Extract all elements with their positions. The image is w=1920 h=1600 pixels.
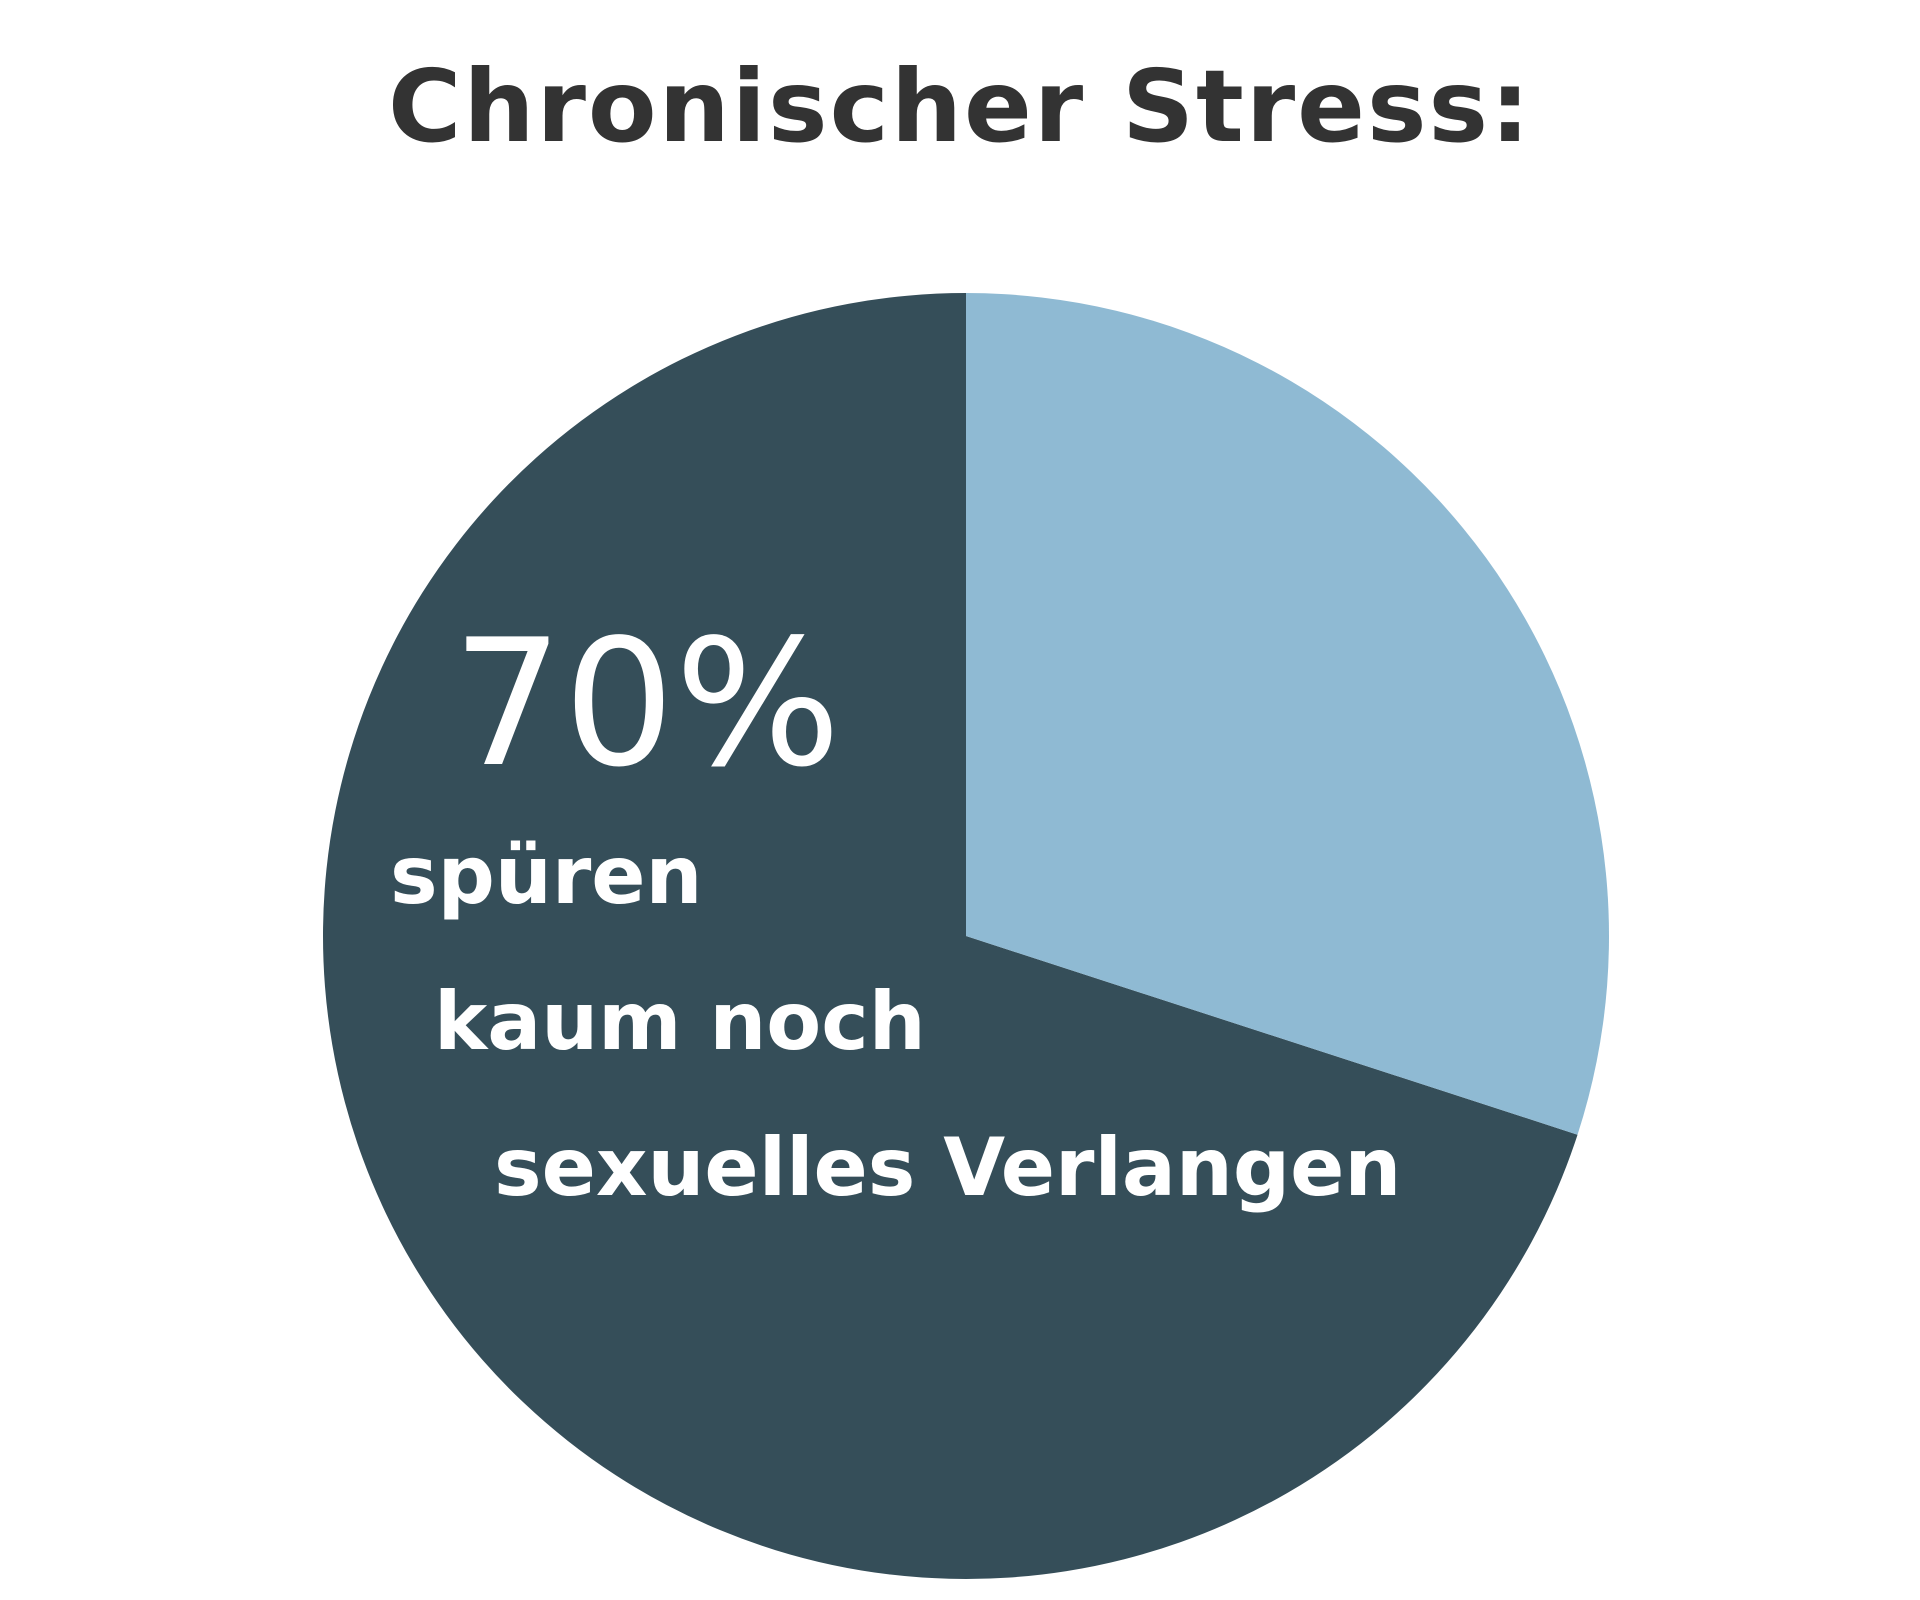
- pie-slice-1: [323, 293, 1578, 1579]
- slice-label-line-1: spüren: [390, 829, 703, 922]
- slice-value-label: 70%: [452, 603, 841, 806]
- slice-label-line-2: kaum noch: [434, 975, 926, 1068]
- pie-slice-2: [966, 293, 1610, 1135]
- pie-labels: 70% spüren kaum noch sexuelles Verlangen: [390, 603, 1401, 1214]
- slice-label-line-3: sexuelles Verlangen: [494, 1121, 1401, 1214]
- chart-title: Chronischer Stress:: [387, 48, 1532, 165]
- pie-slices: [323, 293, 1610, 1579]
